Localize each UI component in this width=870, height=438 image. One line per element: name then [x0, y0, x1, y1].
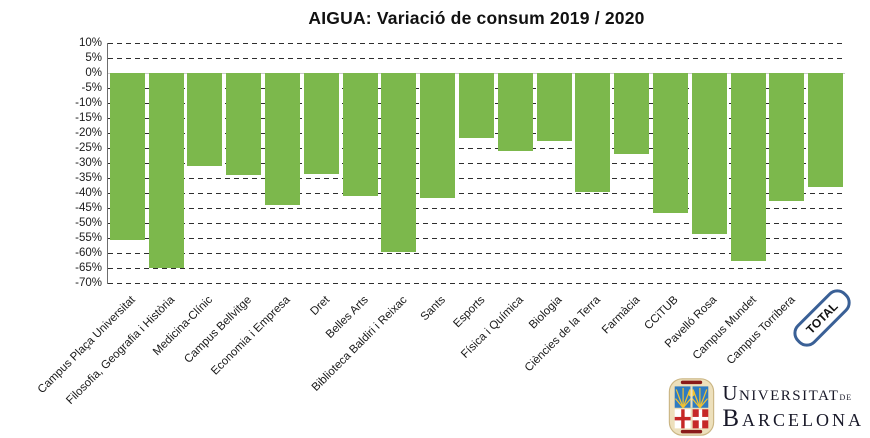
x-category-label: Esports	[450, 294, 487, 331]
x-category-label: Campus Bellvitge	[182, 294, 255, 366]
bar-ci-ncies-de-la-terra	[575, 73, 611, 192]
bar-biblioteca-baldiri-i-reixac	[381, 73, 417, 252]
bar-biologia	[536, 73, 572, 141]
y-tick-label: -20%	[75, 127, 102, 139]
bar-ccitub	[652, 73, 688, 213]
x-category-label: Economia i Empresa	[209, 294, 294, 378]
gridline	[108, 58, 845, 59]
ub-word-de: de	[839, 391, 853, 403]
gridline	[108, 208, 845, 209]
bar-f-sica-i-qu-mica	[497, 73, 533, 151]
bar-campus-bellvitge	[226, 73, 262, 175]
gridline	[108, 223, 845, 224]
bar-campus-pla-a-universitat	[109, 73, 145, 240]
x-category-label: Campus Torribera	[724, 294, 798, 367]
ub-logo-text: Universitatde Barcelona	[722, 381, 864, 432]
y-tick-label: -50%	[75, 217, 102, 229]
gridline	[108, 253, 845, 254]
gridline	[108, 283, 845, 284]
y-tick-label: -65%	[75, 262, 102, 274]
ub-word-universitat: Universitat	[722, 381, 840, 405]
y-tick-label: -15%	[75, 112, 102, 124]
bar-dret	[303, 73, 339, 174]
bar-belles-arts	[342, 73, 378, 196]
x-category-label: Dret	[307, 294, 332, 318]
y-tick-label: 10%	[78, 37, 102, 49]
y-tick-label: -40%	[75, 187, 102, 199]
gridline	[108, 43, 845, 44]
gridline	[108, 268, 845, 269]
gridline	[108, 178, 845, 179]
x-category-label: Biologia	[527, 294, 565, 332]
y-tick-label: -35%	[75, 172, 102, 184]
plot-area: Campus Plaça Universitat Filosofia, Geogr…	[36, 0, 845, 438]
y-tick-label: -25%	[75, 142, 102, 154]
bar-medicina-cl-nic	[187, 73, 223, 166]
x-category-label: CCiTUB	[642, 294, 681, 333]
bar-sants	[420, 73, 456, 198]
ub-word-barcelona: Barcelona	[722, 405, 864, 432]
y-tick-label: 0%	[85, 67, 102, 79]
bar-esports	[459, 73, 494, 138]
y-tick-label: 5%	[85, 52, 102, 64]
x-category-label: Farmàcia	[599, 294, 643, 337]
gridline	[108, 163, 845, 164]
y-tick-label: -5%	[81, 82, 102, 94]
gridline	[108, 148, 845, 149]
y-tick-label: -10%	[75, 97, 102, 109]
bar-filosofia-geografia-i-hist-ria	[148, 73, 184, 268]
x-category-label: Ciències de la Terra	[523, 294, 604, 375]
gridline	[108, 193, 845, 194]
bar-farm-cia	[614, 73, 650, 154]
y-tick-label: -45%	[75, 202, 102, 214]
bar-pavell-rosa	[691, 73, 727, 234]
y-tick-label: -30%	[75, 157, 102, 169]
gridline	[108, 238, 845, 239]
y-tick-label: -55%	[75, 232, 102, 244]
bar-total	[808, 73, 844, 187]
y-axis-line	[107, 43, 108, 284]
chart-title: AIGUA: Variació de consum 2019 / 2020	[308, 8, 645, 28]
universitat-de-barcelona-logo: Universitatde Barcelona	[668, 378, 864, 436]
ub-crest-icon	[669, 378, 715, 436]
y-tick-label: -70%	[75, 277, 102, 289]
y-tick-label: -60%	[75, 247, 102, 259]
bar-economia-i-empresa	[265, 73, 301, 205]
x-category-label: Sants	[418, 294, 449, 324]
bar-campus-torribera	[769, 73, 805, 201]
bar-campus-mundet	[730, 73, 766, 261]
